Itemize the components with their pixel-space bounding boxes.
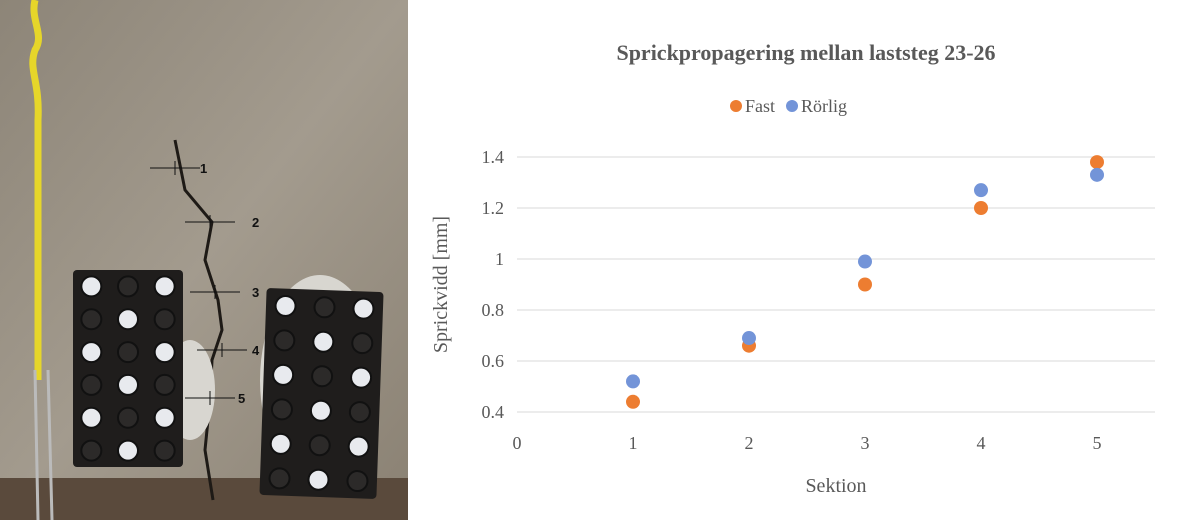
legend-label: Rörlig — [801, 96, 847, 116]
pad — [73, 270, 183, 467]
x-tick-label: 4 — [977, 433, 986, 453]
pad-body — [73, 270, 183, 467]
x-tick-label: 1 — [629, 433, 638, 453]
pad-hole — [269, 432, 292, 455]
y-tick-label: 0.4 — [482, 402, 505, 422]
point — [1090, 167, 1104, 182]
crack-label: 1 — [200, 161, 207, 176]
pad-hole — [117, 373, 139, 396]
pad-hole — [312, 330, 335, 353]
pad-hole — [268, 467, 291, 490]
pad-hole — [80, 275, 103, 298]
pad-hole — [270, 398, 293, 421]
pad-hole — [273, 329, 296, 352]
pad-hole — [80, 341, 103, 364]
pad-hole — [350, 366, 373, 389]
pad-hole — [308, 434, 331, 457]
y-tick-label: 1 — [495, 249, 504, 269]
pad-hole — [117, 275, 139, 298]
crack-label: 2 — [252, 215, 259, 230]
pad-hole — [153, 275, 176, 298]
point — [974, 201, 988, 215]
point — [626, 394, 640, 409]
pad-body — [259, 288, 384, 499]
pad-hole — [117, 406, 139, 429]
y-axis-label: Sprickvidd [mm] — [430, 216, 452, 353]
crack-label: 3 — [252, 285, 259, 300]
x-axis-label: Sektion — [805, 475, 866, 497]
pad-hole — [117, 308, 139, 331]
y-tick-label: 0.6 — [482, 351, 505, 371]
point — [974, 183, 988, 198]
pad-hole — [153, 439, 176, 462]
pad-hole — [153, 308, 176, 331]
crack-label: 5 — [238, 391, 245, 406]
point — [858, 254, 872, 269]
pad-hole — [117, 439, 139, 462]
pad-hole — [347, 435, 370, 458]
legend-marker — [730, 100, 742, 112]
point — [626, 374, 640, 389]
wire — [33, 369, 54, 520]
pad-hole — [80, 439, 103, 462]
x-tick-label: 5 — [1093, 433, 1102, 453]
crack-label: 4 — [252, 343, 260, 358]
pad-hole — [80, 308, 103, 331]
pad-hole — [307, 468, 330, 491]
pad-hole — [274, 294, 297, 317]
pad — [259, 288, 384, 499]
pad-hole — [153, 373, 176, 396]
pad-hole — [352, 297, 375, 320]
pad-hole — [313, 296, 336, 319]
legend-label: Fast — [745, 96, 775, 116]
pad-hole — [351, 332, 374, 355]
pad-hole — [309, 399, 332, 422]
chart-title: Sprickpropagering mellan laststeg 23-26 — [616, 40, 995, 65]
legend-marker — [786, 100, 799, 112]
pad-hole — [346, 470, 369, 493]
pad-hole — [80, 373, 103, 396]
pad-hole — [153, 406, 176, 429]
x-tick-label: 3 — [861, 433, 870, 453]
point — [1090, 155, 1104, 170]
y-tick-label: 0.8 — [482, 300, 505, 320]
pad-hole — [272, 363, 295, 386]
x-tick-label: 0 — [513, 433, 522, 453]
pad-hole — [80, 406, 103, 429]
point — [858, 277, 872, 292]
y-tick-label: 1.2 — [482, 198, 505, 218]
x-tick-label: 2 — [745, 433, 754, 453]
pad-hole — [311, 365, 334, 388]
photo: 1 2 3 4 5 — [0, 0, 408, 520]
y-tick-label: 1.4 — [482, 147, 505, 167]
cable — [29, 0, 43, 380]
pad-hole — [117, 341, 139, 364]
pad-hole — [153, 341, 176, 364]
pad-hole — [348, 401, 371, 424]
point — [742, 331, 756, 346]
